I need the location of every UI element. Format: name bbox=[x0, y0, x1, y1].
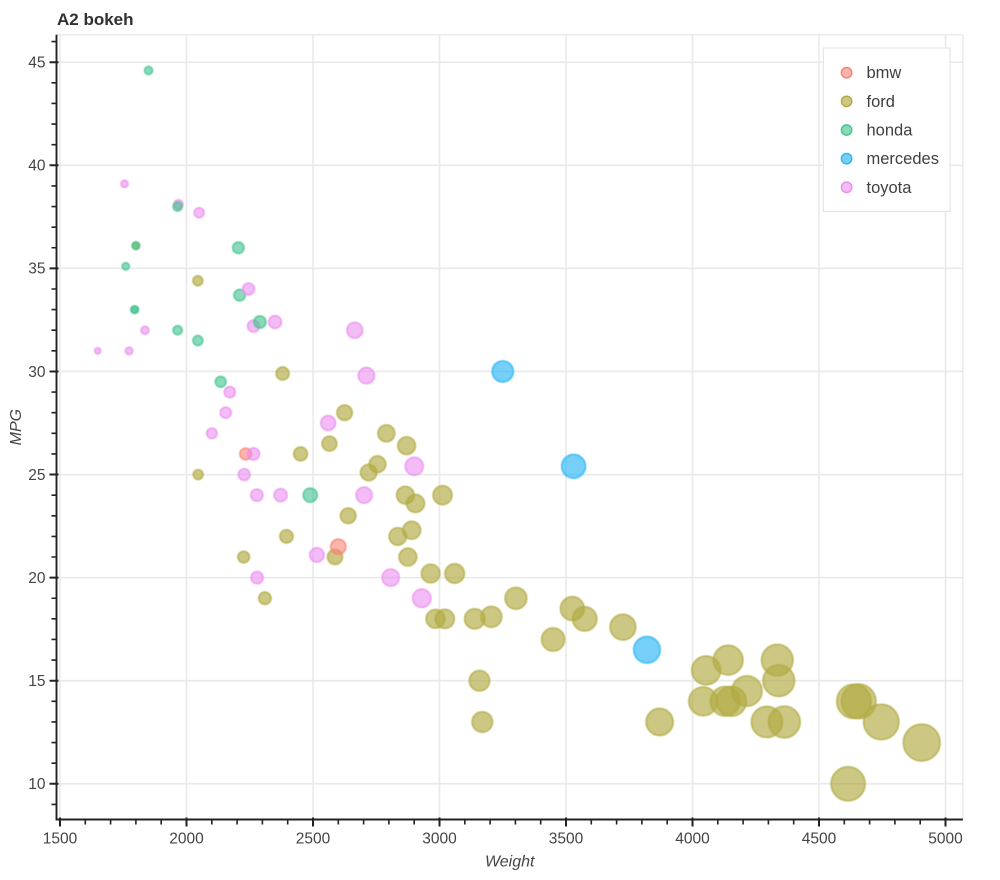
svg-text:bmw: bmw bbox=[867, 64, 902, 82]
svg-text:4000: 4000 bbox=[675, 831, 710, 848]
svg-text:20: 20 bbox=[28, 570, 46, 587]
svg-text:35: 35 bbox=[28, 261, 45, 278]
svg-text:1500: 1500 bbox=[43, 831, 78, 848]
svg-text:MPG: MPG bbox=[8, 409, 25, 445]
svg-text:honda: honda bbox=[867, 122, 914, 140]
svg-text:4500: 4500 bbox=[802, 831, 837, 848]
svg-text:A2 bokeh: A2 bokeh bbox=[57, 10, 134, 29]
svg-text:3000: 3000 bbox=[422, 831, 457, 848]
svg-text:toyota: toyota bbox=[867, 179, 913, 197]
svg-text:Weight: Weight bbox=[485, 854, 535, 871]
svg-text:mercedes: mercedes bbox=[867, 150, 939, 168]
svg-text:5000: 5000 bbox=[928, 831, 963, 848]
svg-text:40: 40 bbox=[28, 158, 46, 175]
svg-text:25: 25 bbox=[28, 467, 45, 484]
svg-text:ford: ford bbox=[867, 93, 895, 111]
svg-text:30: 30 bbox=[28, 364, 46, 381]
svg-text:2500: 2500 bbox=[296, 831, 331, 848]
svg-text:45: 45 bbox=[28, 55, 45, 72]
svg-text:3500: 3500 bbox=[549, 831, 584, 848]
svg-text:10: 10 bbox=[28, 776, 46, 793]
svg-text:15: 15 bbox=[28, 673, 45, 690]
svg-text:2000: 2000 bbox=[169, 831, 204, 848]
